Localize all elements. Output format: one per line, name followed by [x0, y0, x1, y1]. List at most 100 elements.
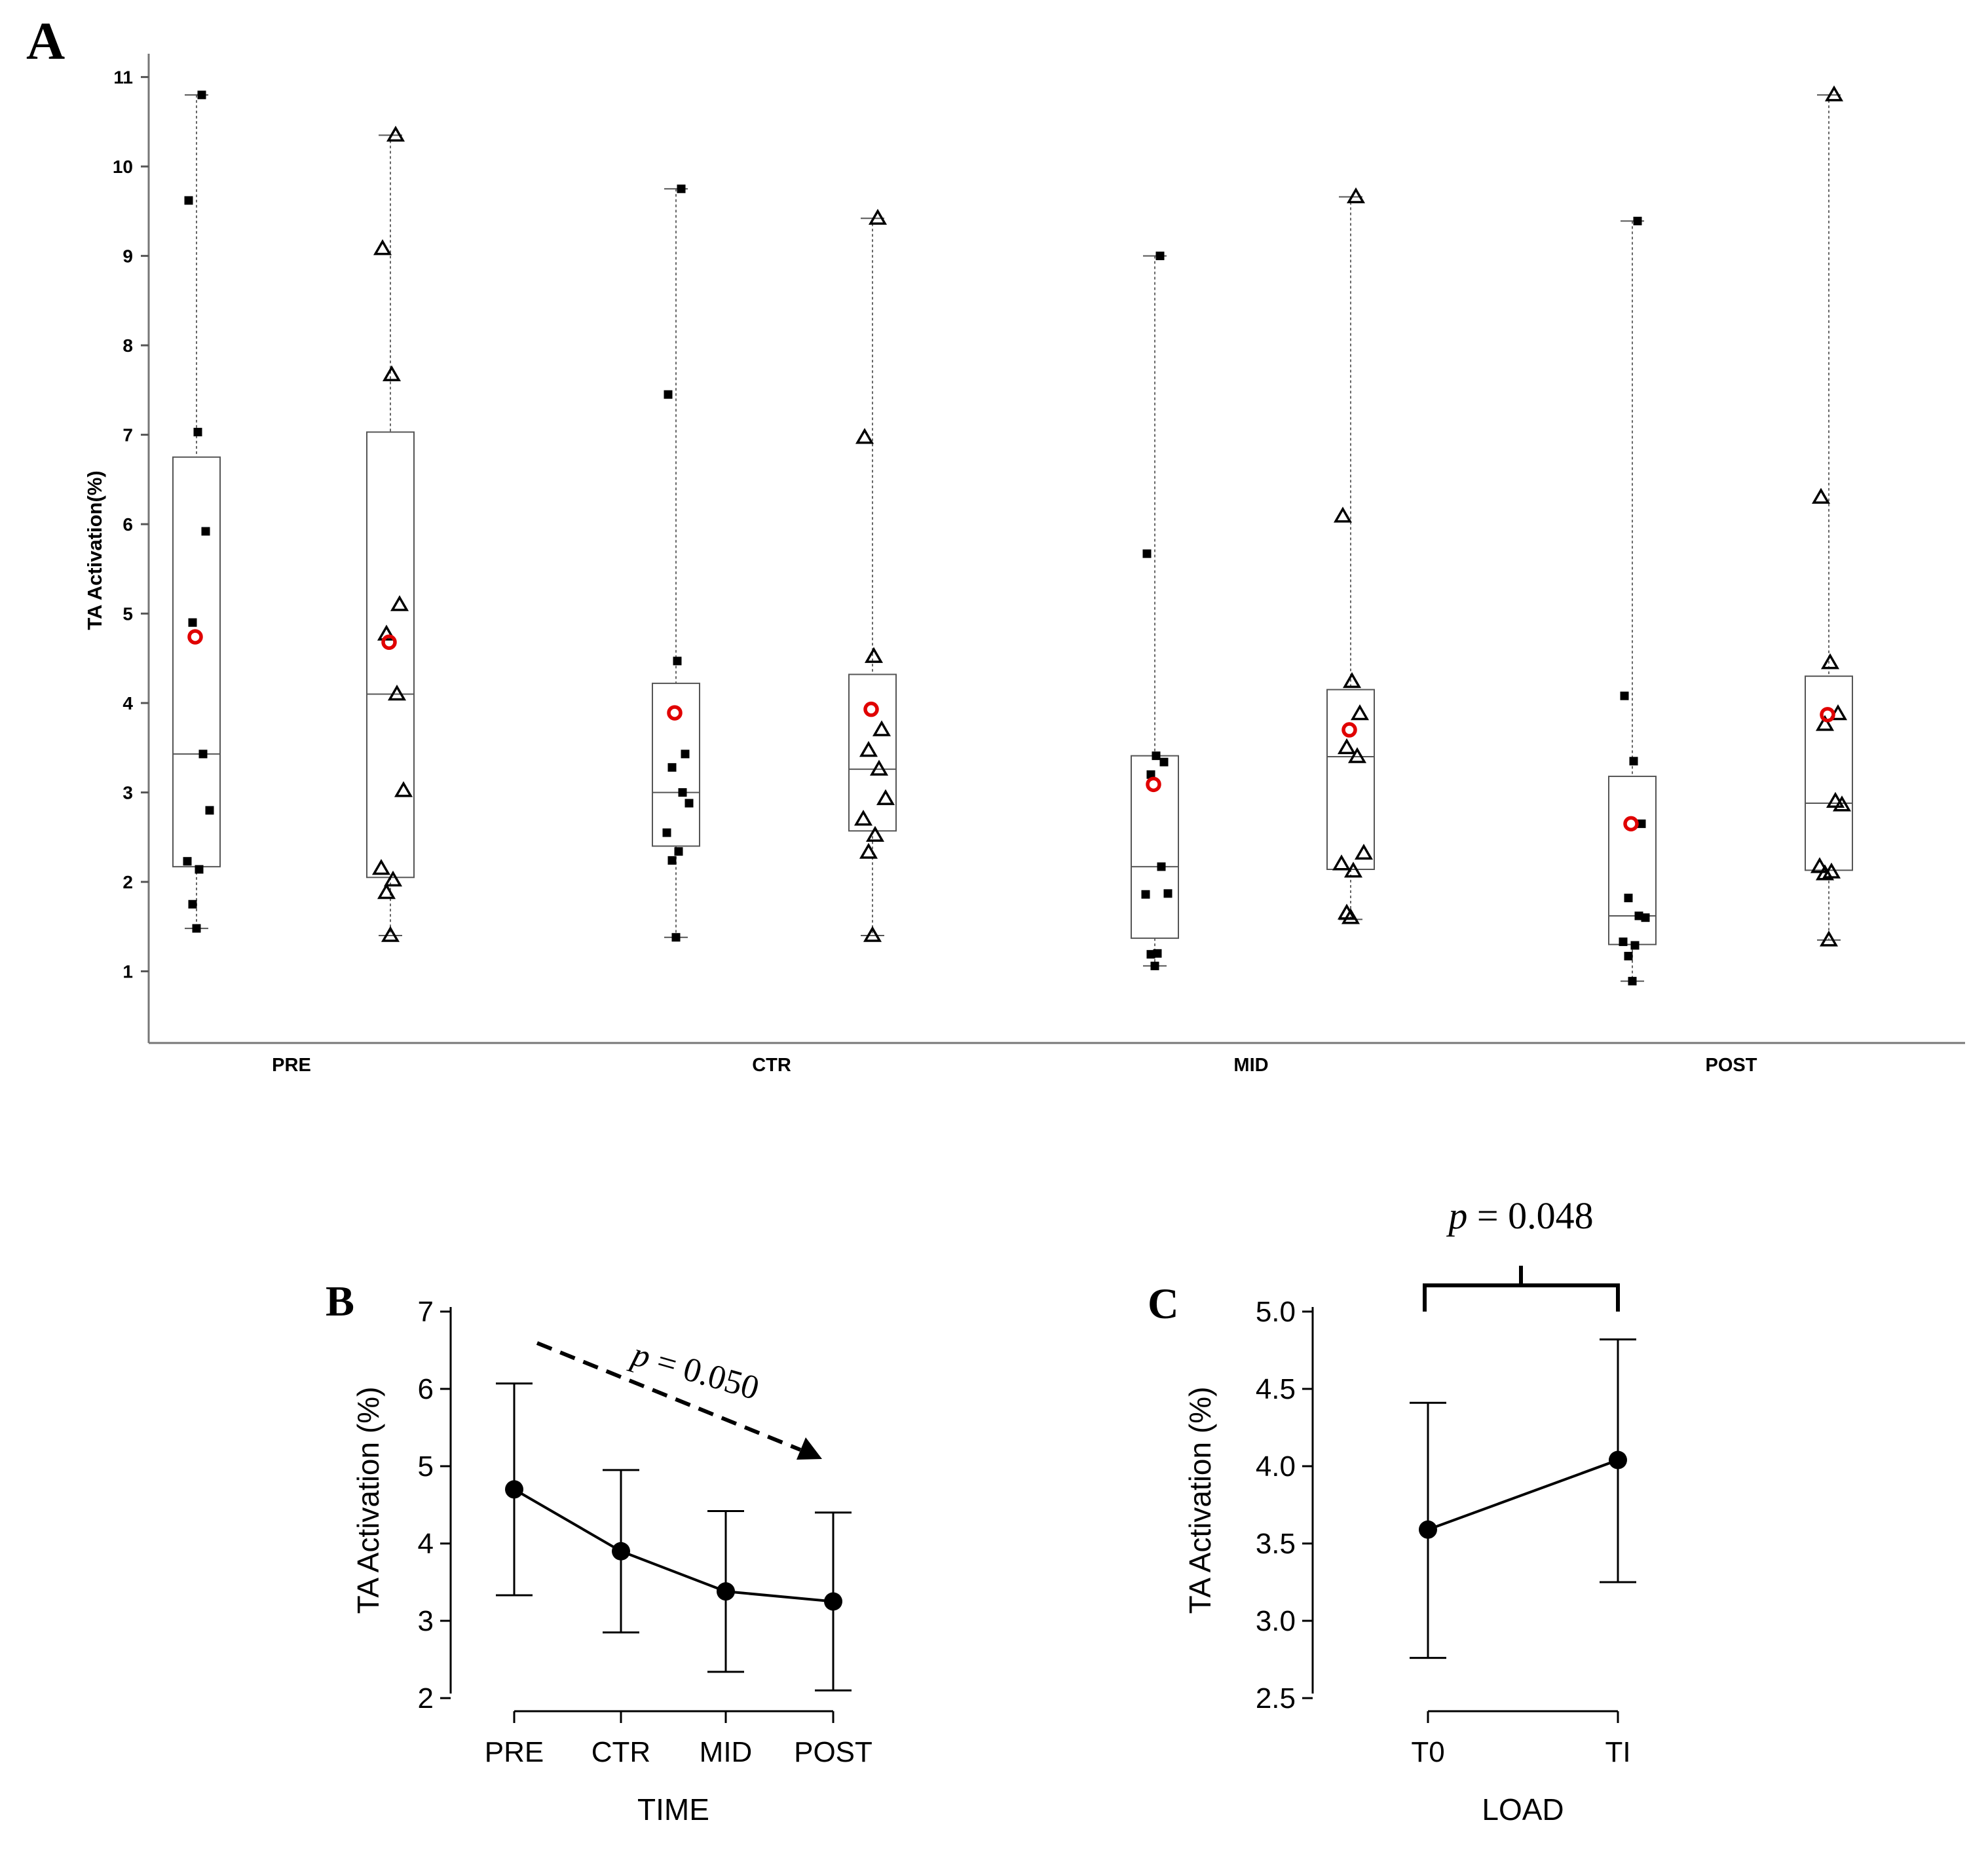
panel-a-data-point-square	[1141, 890, 1150, 899]
panel-c-mean-point	[1609, 1450, 1627, 1469]
panel-a-mean-marker	[1341, 722, 1357, 738]
panel-a-data-point-triangle	[1341, 908, 1360, 924]
panel-a-data-point-square	[1142, 549, 1152, 558]
panel-b-mean-point	[505, 1480, 523, 1499]
panel-b-x-tick-label: CTR	[591, 1736, 650, 1768]
panel-a-y-tick-label: 4	[122, 693, 133, 713]
panel-a-y-tick-label: 5	[122, 604, 133, 624]
panel-a-box	[1131, 755, 1179, 939]
panel-a-box-group	[172, 90, 221, 933]
panel-b-y-tick-label: 5	[418, 1450, 434, 1483]
panel-a-data-point-square	[1157, 862, 1166, 871]
panel-a-data-point-triangle	[1337, 738, 1357, 755]
panel-b-mean-point	[717, 1582, 735, 1601]
panel-b-y-tick-label: 2	[418, 1682, 434, 1714]
panel-c-y-tick-label: 3.5	[1256, 1528, 1296, 1560]
panel-a-data-point-square	[192, 924, 201, 933]
panel-a-data-point-square	[678, 788, 687, 797]
panel-c-p-symbol: p	[1446, 1194, 1467, 1237]
panel-b-x-tick-label: PRE	[485, 1736, 544, 1768]
panel-a-data-point-triangle	[377, 624, 396, 641]
panel-a-data-point-triangle	[1824, 85, 1844, 102]
panel-a-data-point-square	[1630, 941, 1640, 950]
panel-b: B 2 3 4 5 6 7 PRE CTR MID POST TA Activation (%)…	[326, 1278, 872, 1827]
panel-a-data-point-square	[1152, 751, 1161, 761]
panel-a-mean-marker	[1146, 776, 1161, 793]
panel-a-data-point-square	[1637, 819, 1646, 828]
panel-a-data-point-square	[1153, 949, 1162, 958]
panel-a-data-point-triangle	[1820, 653, 1840, 670]
panel-a-data-point-square	[1619, 937, 1628, 947]
panel-c-mean-line	[1427, 1458, 1619, 1531]
panel-a: A 1 2 3 4 5 6 7 8 9 10 11 PRE CTR MID POST TA Activat…	[26, 11, 1965, 1076]
panel-a-y-axis-label: TA Activation(%)	[83, 470, 106, 630]
panel-c-significance-bracket	[1423, 1266, 1620, 1312]
panel-a-data-point-triangle	[859, 843, 878, 859]
panel-c-mean-point	[1419, 1520, 1437, 1539]
panel-a-data-point-square	[667, 763, 677, 772]
panel-a-data-point-square	[197, 90, 206, 100]
panel-a-data-point-square	[184, 196, 193, 205]
panel-a-y-tick-label: 8	[122, 335, 133, 356]
panel-a-data-point-square	[205, 806, 214, 815]
panel-a-mean-marker	[667, 705, 683, 721]
panel-a-x-category-label: CTR	[752, 1055, 791, 1076]
panel-a-box-group	[1805, 85, 1853, 947]
panel-b-y-tick-label: 3	[418, 1605, 434, 1637]
panel-a-data-point-square	[188, 618, 197, 627]
panel-a-box-group	[652, 184, 700, 942]
panel-a-box	[172, 456, 221, 867]
panel-a-data-point-triangle	[1832, 795, 1852, 812]
panel-a-x-category-label: MID	[1233, 1055, 1268, 1076]
panel-a-data-point-square	[198, 749, 208, 759]
panel-b-y-tick-label: 7	[418, 1296, 434, 1328]
panel-b-trend-arrowhead	[797, 1437, 822, 1460]
panel-a-mean-marker	[381, 634, 397, 651]
panel-b-p-text: = 0.050	[645, 1340, 763, 1407]
panel-a-box-group	[366, 125, 415, 942]
panel-a-data-point-square	[1146, 770, 1155, 779]
panel-a-y-tick-label: 11	[113, 67, 133, 88]
panel-a-data-point-triangle	[865, 825, 885, 842]
panel-b-letter: B	[326, 1278, 354, 1325]
panel-a-data-point-square	[1150, 961, 1159, 970]
panel-c-p-text: = 0.048	[1467, 1194, 1593, 1237]
panel-a-letter: A	[26, 11, 65, 71]
panel-a-data-point-triangle	[1811, 487, 1831, 504]
panel-a-y-tick-label: 7	[122, 425, 133, 445]
panel-c-y-tick-label: 4.5	[1256, 1373, 1296, 1405]
panel-a-data-point-triangle	[1826, 791, 1845, 808]
panel-a-y-tick-label: 1	[122, 962, 133, 982]
panel-a-data-point-square	[1629, 757, 1638, 766]
panel-a-data-point-square	[671, 933, 681, 942]
panel-b-x-axis-label: TIME	[637, 1792, 709, 1827]
panel-a-data-point-triangle	[1354, 843, 1374, 860]
panel-a-box	[1326, 689, 1375, 870]
panel-a-box	[848, 673, 897, 832]
panel-a-data-point-square	[1146, 950, 1155, 959]
panel-a-data-point-triangle	[872, 720, 891, 736]
panel-a-data-point-square	[188, 900, 197, 909]
panel-a-box-group	[1326, 187, 1375, 924]
panel-a-data-point-square	[1624, 894, 1633, 903]
panel-a-data-point-triangle	[1350, 704, 1370, 721]
panel-a-box	[366, 431, 415, 879]
panel-c-y-axis-label: TA Activation (%)	[1183, 1387, 1217, 1614]
panel-a-data-point-square	[1155, 252, 1165, 261]
panel-a-data-point-triangle	[1332, 854, 1351, 871]
panel-a-data-point-triangle	[377, 882, 396, 900]
panel-a-x-category-label: POST	[1706, 1055, 1757, 1076]
panel-b-x-tick-label: MID	[700, 1736, 753, 1768]
panel-a-data-point-triangle	[1346, 187, 1366, 204]
panel-a-data-point-triangle	[381, 926, 400, 942]
panel-c-y-tick-label: 2.5	[1256, 1682, 1296, 1714]
panel-b-y-tick-label: 6	[418, 1373, 434, 1405]
panel-a-data-point-square	[664, 390, 673, 399]
panel-b-mean-point	[612, 1542, 630, 1561]
panel-c-x-tick-label: T0	[1411, 1736, 1444, 1768]
panel-a-data-point-square	[193, 428, 202, 437]
panel-a-data-point-square	[1620, 691, 1629, 700]
panel-a-data-point-triangle	[373, 239, 392, 256]
panel-a-data-point-triangle	[859, 740, 878, 757]
